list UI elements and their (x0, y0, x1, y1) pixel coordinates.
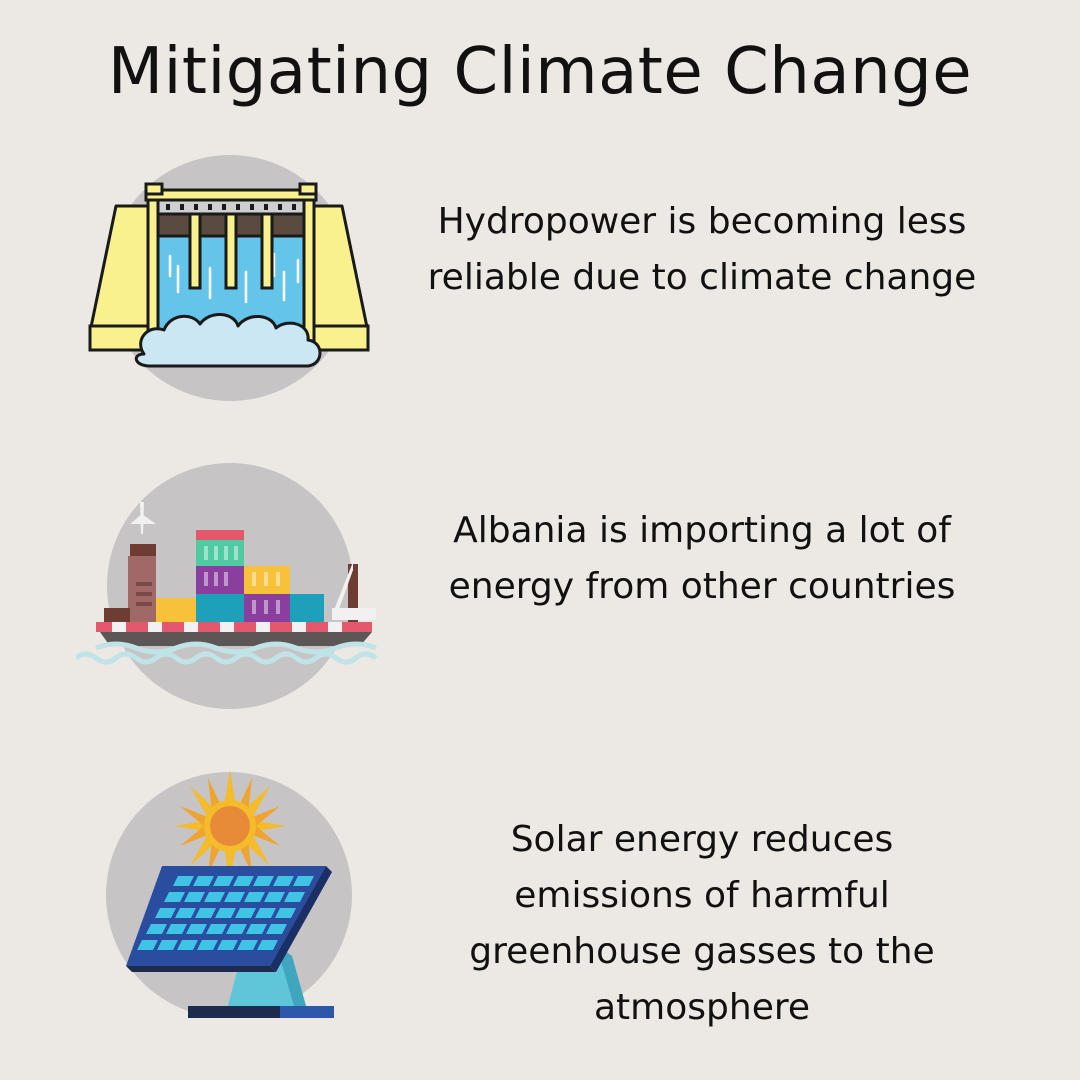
solar-caption: Solar energy reduces emissions of harmfu… (469, 819, 935, 1028)
page-title: Mitigating Climate Change (107, 35, 973, 109)
energy-imports-caption: Albania is importing a lot of energy fro… (448, 510, 956, 607)
cargo-ship-icon (76, 462, 386, 712)
solar-panel-icon (100, 770, 360, 1030)
hydropower-caption: Hydropower is becoming less reliable due… (427, 201, 977, 298)
hydropower-dam-icon (86, 154, 376, 404)
